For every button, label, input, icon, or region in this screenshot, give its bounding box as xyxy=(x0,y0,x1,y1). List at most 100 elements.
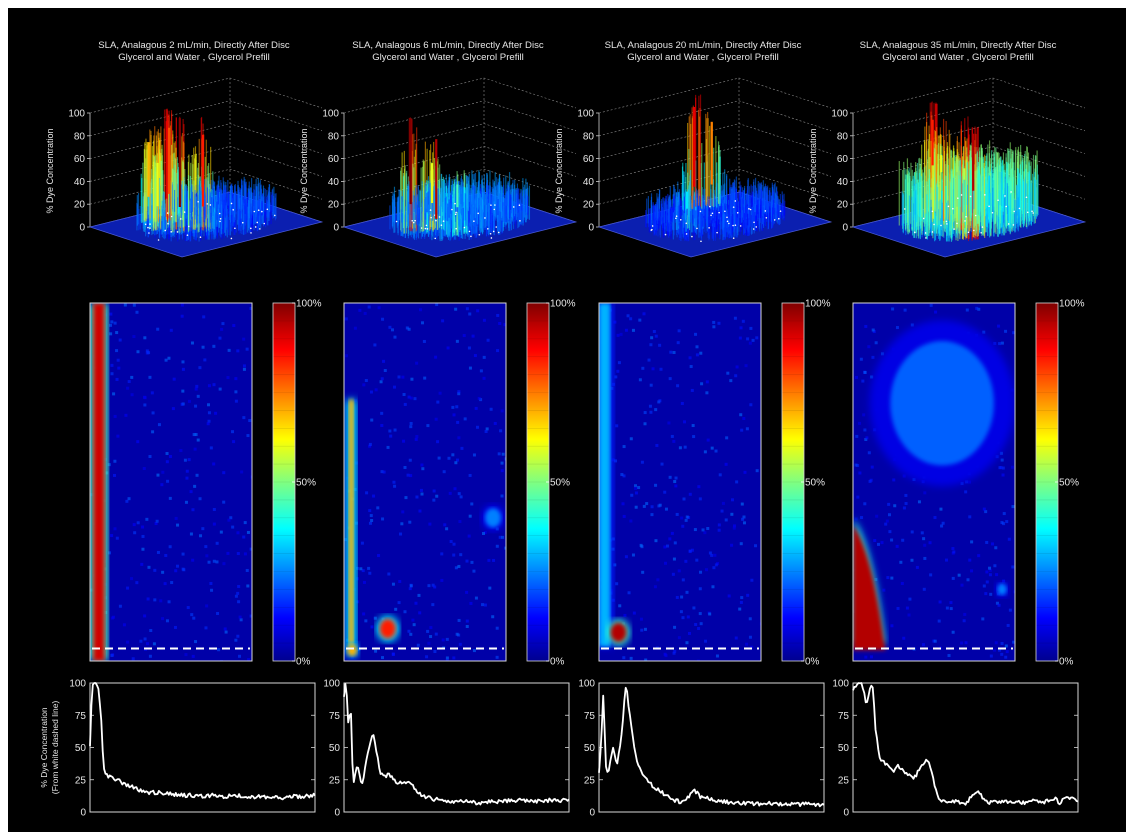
surface-gridline xyxy=(89,168,323,205)
heatmap-panel-2: 0% 50% 100% xyxy=(343,299,576,668)
heatmap-field xyxy=(344,303,506,661)
line-series xyxy=(343,683,570,806)
panel-3-title-line-2: Glycerol and Water , Glycerol Prefill xyxy=(627,52,779,63)
surface-z-tick-label: 60 xyxy=(328,154,340,165)
heatmap-background xyxy=(90,303,252,661)
colorbar xyxy=(273,303,295,661)
surface-z-axis-label: % Dye Concentration xyxy=(45,128,55,213)
line-y-axis-label: (From white dashed line) xyxy=(50,701,60,795)
heatmap-background xyxy=(344,303,506,661)
line-y-tick-label: 0 xyxy=(843,808,849,819)
surface-z-axis-label: % Dye Concentration xyxy=(554,128,564,213)
surface-z-axis-label: % Dye Concentration xyxy=(299,128,309,213)
surface-gridline xyxy=(343,123,577,159)
heatmap-blob xyxy=(347,644,357,657)
surface-gridline xyxy=(598,168,832,205)
surface-panel-1: 0 20 40 60 80 100 % Dye Concentration xyxy=(45,77,324,258)
surface-z-tick-label: 80 xyxy=(583,131,595,142)
line-y-tick-label: 0 xyxy=(589,808,595,819)
heatmap-blob xyxy=(484,508,502,528)
surface-z-tick-label: 0 xyxy=(79,223,85,234)
surface-z-tick-label: 60 xyxy=(583,154,595,165)
colorbar xyxy=(782,303,804,661)
surface-z-tick-label: 80 xyxy=(837,131,849,142)
surface-z-tick-label: 40 xyxy=(328,177,340,188)
surface-gridline xyxy=(89,77,323,114)
surface-z-tick-label: 100 xyxy=(577,109,594,120)
surface-gridline xyxy=(598,146,832,182)
surface-gridline xyxy=(852,77,1086,114)
line-y-tick-label: 50 xyxy=(75,743,87,754)
line-y-tick-label: 25 xyxy=(329,775,341,786)
surface-panel-4: 0 20 40 60 80 100 % Dye Concentration xyxy=(808,77,1087,258)
surface-z-axis-label: % Dye Concentration xyxy=(808,128,818,213)
line-panel-4: 0 25 50 75 100 xyxy=(832,679,1079,819)
line-plot-border xyxy=(343,682,570,813)
line-plot-border xyxy=(89,682,316,813)
surface-z-tick-label: 40 xyxy=(837,177,849,188)
surface-z-tick-label: 80 xyxy=(328,131,340,142)
surface-plots: 0 20 40 60 80 100 % Dye Concentration 0 20 40 60 80… xyxy=(45,77,1087,258)
panel-2-title-line-1: SLA, Analagous 6 mL/min, Directly After … xyxy=(352,40,544,51)
line-y-tick-label: 25 xyxy=(75,775,87,786)
line-y-tick-label: 75 xyxy=(329,711,341,722)
panel-3-title-line-1: SLA, Analagous 20 mL/min, Directly After… xyxy=(604,40,802,51)
heatmap-blob xyxy=(379,619,396,639)
line-series xyxy=(89,682,316,801)
surface-z-tick-label: 100 xyxy=(322,109,339,120)
line-panel-1: 0 25 50 75 100 % Dye Concentration (From white… xyxy=(39,679,316,819)
surface-gridline xyxy=(343,146,577,182)
colorbar-tick-label: 100% xyxy=(1059,299,1085,310)
surface-gridline xyxy=(343,100,577,137)
line-series xyxy=(852,682,1079,806)
surface-z-tick-label: 40 xyxy=(74,177,86,188)
colorbar-tick-label: 50% xyxy=(296,478,316,489)
surface-gridline xyxy=(343,77,577,114)
surface-z-tick-label: 100 xyxy=(68,109,85,120)
panel-3-title: SLA, Analagous 20 mL/min, Directly After… xyxy=(573,40,833,64)
heatmap-band xyxy=(93,303,105,661)
colorbar-tick-label: 100% xyxy=(805,299,831,310)
surface-panel-3: 0 20 40 60 80 100 % Dye Concentration xyxy=(554,77,833,258)
colorbar-tick-label: 100% xyxy=(550,299,576,310)
line-y-tick-label: 100 xyxy=(323,679,340,690)
colorbar-tick-label: 0% xyxy=(805,657,820,668)
surface-z-tick-label: 0 xyxy=(333,223,339,234)
line-y-tick-label: 100 xyxy=(578,679,595,690)
surface-z-tick-label: 60 xyxy=(74,154,86,165)
line-y-tick-label: 75 xyxy=(75,711,87,722)
heatmap-plume xyxy=(853,524,886,651)
line-y-tick-label: 100 xyxy=(832,679,849,690)
heatmap-panel-3: 0% 50% 100% xyxy=(598,299,831,668)
colorbar-tick-label: 100% xyxy=(296,299,322,310)
colorbar-tick-label: 50% xyxy=(1059,478,1079,489)
line-y-tick-label: 25 xyxy=(838,775,850,786)
line-y-tick-label: 25 xyxy=(584,775,596,786)
surface-body xyxy=(136,108,277,242)
heatmap-border xyxy=(89,302,253,662)
surface-z-tick-label: 0 xyxy=(842,223,848,234)
panel-1-title-line-2: Glycerol and Water , Glycerol Prefill xyxy=(118,52,270,63)
surface-z-tick-label: 20 xyxy=(583,200,595,211)
line-y-axis-label: % Dye Concentration xyxy=(39,707,49,788)
colorbar-tick-label: 0% xyxy=(296,657,311,668)
heatmap-blob xyxy=(890,341,994,466)
surface-z-tick-label: 60 xyxy=(837,154,849,165)
colorbar xyxy=(1036,303,1058,661)
surface-body xyxy=(645,94,786,243)
heatmap-background xyxy=(599,303,761,661)
colorbar-tick-label: 50% xyxy=(805,478,825,489)
surface-gridline xyxy=(598,77,832,114)
surface-z-tick-label: 100 xyxy=(831,109,848,120)
heatmap-field xyxy=(853,303,1015,661)
panel-1-title-line-1: SLA, Analagous 2 mL/min, Directly After … xyxy=(98,40,290,51)
line-y-tick-label: 75 xyxy=(584,711,596,722)
panel-2-title: SLA, Analagous 6 mL/min, Directly After … xyxy=(318,40,578,64)
surface-z-tick-label: 20 xyxy=(74,200,86,211)
heatmap-field xyxy=(90,303,252,661)
heatmap-blob xyxy=(997,583,1007,596)
panel-2-title-line-2: Glycerol and Water , Glycerol Prefill xyxy=(372,52,524,63)
colorbar-tick-label: 0% xyxy=(550,657,565,668)
line-y-tick-label: 0 xyxy=(80,808,86,819)
heatmap-panel-4: 0% 50% 100% xyxy=(852,299,1085,668)
